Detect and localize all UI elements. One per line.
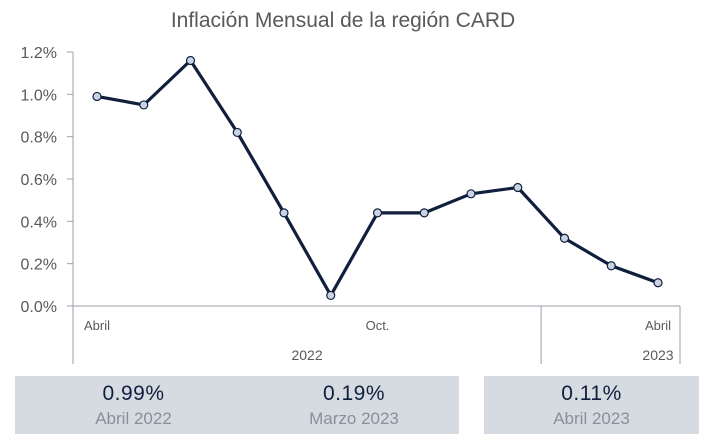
x-tick-label: Oct. bbox=[366, 318, 390, 333]
data-point bbox=[185, 55, 196, 66]
x-tick-label: Abril bbox=[645, 318, 671, 333]
y-tick-label: 0.4% bbox=[21, 214, 57, 231]
data-point bbox=[139, 100, 149, 110]
data-point bbox=[606, 261, 616, 271]
year-label: 2022 bbox=[291, 347, 322, 363]
series-line bbox=[96, 58, 659, 297]
data-point bbox=[232, 127, 242, 138]
data-point bbox=[326, 290, 336, 301]
data-point bbox=[653, 278, 663, 288]
stat-card-april-2022: 0.99% Abril 2022 bbox=[15, 376, 252, 434]
x-tick-label: Abril bbox=[84, 318, 110, 333]
inflation-line-chart: Inflación Mensual de la región CARD 0.0%… bbox=[21, 9, 681, 364]
stat-period: Marzo 2023 bbox=[309, 409, 399, 428]
y-tick-label: 0.0% bbox=[21, 299, 57, 316]
data-point bbox=[279, 208, 289, 218]
data-point bbox=[372, 208, 383, 218]
y-tick-label: 1.2% bbox=[21, 45, 57, 62]
y-tick-label: 0.2% bbox=[21, 257, 57, 274]
stat-card-march-2023: 0.19% Marzo 2023 bbox=[249, 376, 459, 434]
year-label: 2023 bbox=[642, 347, 673, 363]
data-point bbox=[466, 189, 476, 199]
stat-period: Abril 2022 bbox=[95, 409, 172, 428]
data-point bbox=[559, 233, 570, 243]
y-tick-label: 0.8% bbox=[21, 130, 57, 147]
data-point bbox=[92, 91, 102, 102]
stat-value: 0.19% bbox=[322, 382, 386, 405]
y-tick-label: 1.0% bbox=[21, 87, 57, 104]
chart-title: Inflación Mensual de la región CARD bbox=[171, 9, 515, 32]
data-point bbox=[513, 182, 523, 193]
stat-period: Abril 2023 bbox=[553, 409, 630, 428]
data-point bbox=[419, 208, 429, 218]
stat-card-april-2023: 0.11% Abril 2023 bbox=[484, 376, 699, 434]
stat-value: 0.11% bbox=[561, 382, 622, 405]
stat-value: 0.99% bbox=[102, 382, 165, 405]
y-tick-label: 0.6% bbox=[21, 172, 57, 189]
